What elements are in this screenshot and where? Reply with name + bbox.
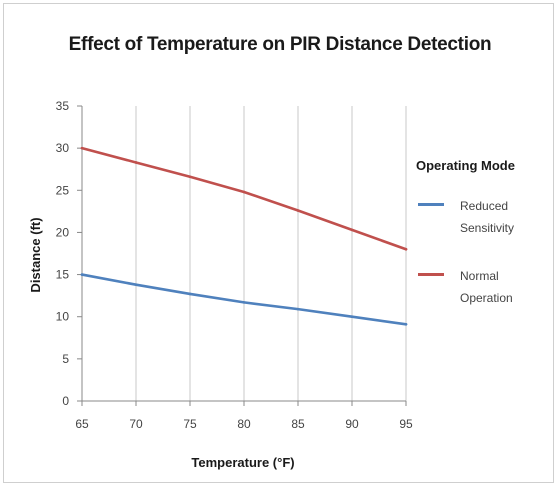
x-tick-label-70: 70 xyxy=(129,417,143,431)
data-point-reduced-sensitivity-65 xyxy=(80,273,84,276)
legend-label-reduced-sensitivity: Reduced Sensitivity xyxy=(460,199,515,235)
chart-frame xyxy=(3,3,554,483)
data-point-reduced-sensitivity-90 xyxy=(350,315,354,319)
legend: Operating Mode Reduced Sensitivity Norma… xyxy=(416,158,556,335)
chart-title: Effect of Temperature on PIR Distance De… xyxy=(68,34,492,55)
data-point-normal-operation-85 xyxy=(296,209,300,212)
legend-swatch-normal-operation xyxy=(418,273,444,276)
y-axis-label: Distance (ft) xyxy=(28,217,43,292)
data-point-normal-operation-80 xyxy=(242,190,246,194)
y-tick-label-0: 0 xyxy=(62,394,69,408)
data-point-reduced-sensitivity-80 xyxy=(242,301,246,304)
data-point-reduced-sensitivity-70 xyxy=(134,283,138,286)
tick-labels: 65 70 75 80 85 90 95 0 5 10 15 20 25 30 35 xyxy=(56,99,413,431)
vertical-gridlines xyxy=(135,106,407,401)
legend-label-normal-operation: Normal Operation xyxy=(460,269,513,305)
legend-item-normal-operation: Normal Operation xyxy=(416,265,556,315)
data-point-reduced-sensitivity-75 xyxy=(188,292,192,296)
data-point-normal-operation-90 xyxy=(350,228,354,232)
x-tick-label-80: 80 xyxy=(237,417,251,431)
x-tick-label-65: 65 xyxy=(75,417,89,431)
legend-title: Operating Mode xyxy=(416,158,515,173)
y-tick-label-5: 5 xyxy=(62,352,69,366)
y-tick-label-25: 25 xyxy=(56,183,70,197)
y-tick-label-35: 35 xyxy=(56,99,70,113)
legend-item-reduced-sensitivity: Reduced Sensitivity xyxy=(416,195,556,245)
x-tick-label-85: 85 xyxy=(291,417,305,431)
x-tick-label-95: 95 xyxy=(399,417,413,431)
x-tick-label-90: 90 xyxy=(345,417,359,431)
data-point-normal-operation-65 xyxy=(80,146,84,150)
legend-swatch-reduced-sensitivity xyxy=(418,203,444,206)
data-point-normal-operation-95 xyxy=(404,247,408,251)
y-tick-label-10: 10 xyxy=(56,310,70,324)
y-tick-label-20: 20 xyxy=(56,225,70,239)
series-lines xyxy=(80,146,408,326)
x-tick-label-75: 75 xyxy=(183,417,197,431)
data-point-reduced-sensitivity-95 xyxy=(404,323,408,326)
axes xyxy=(77,105,407,406)
y-tick-label-15: 15 xyxy=(56,268,70,282)
y-tick-label-30: 30 xyxy=(56,141,70,155)
data-point-normal-operation-75 xyxy=(188,175,192,179)
data-point-reduced-sensitivity-85 xyxy=(296,307,300,311)
data-point-normal-operation-70 xyxy=(134,161,138,164)
x-axis-label: Temperature (°F) xyxy=(191,455,294,470)
